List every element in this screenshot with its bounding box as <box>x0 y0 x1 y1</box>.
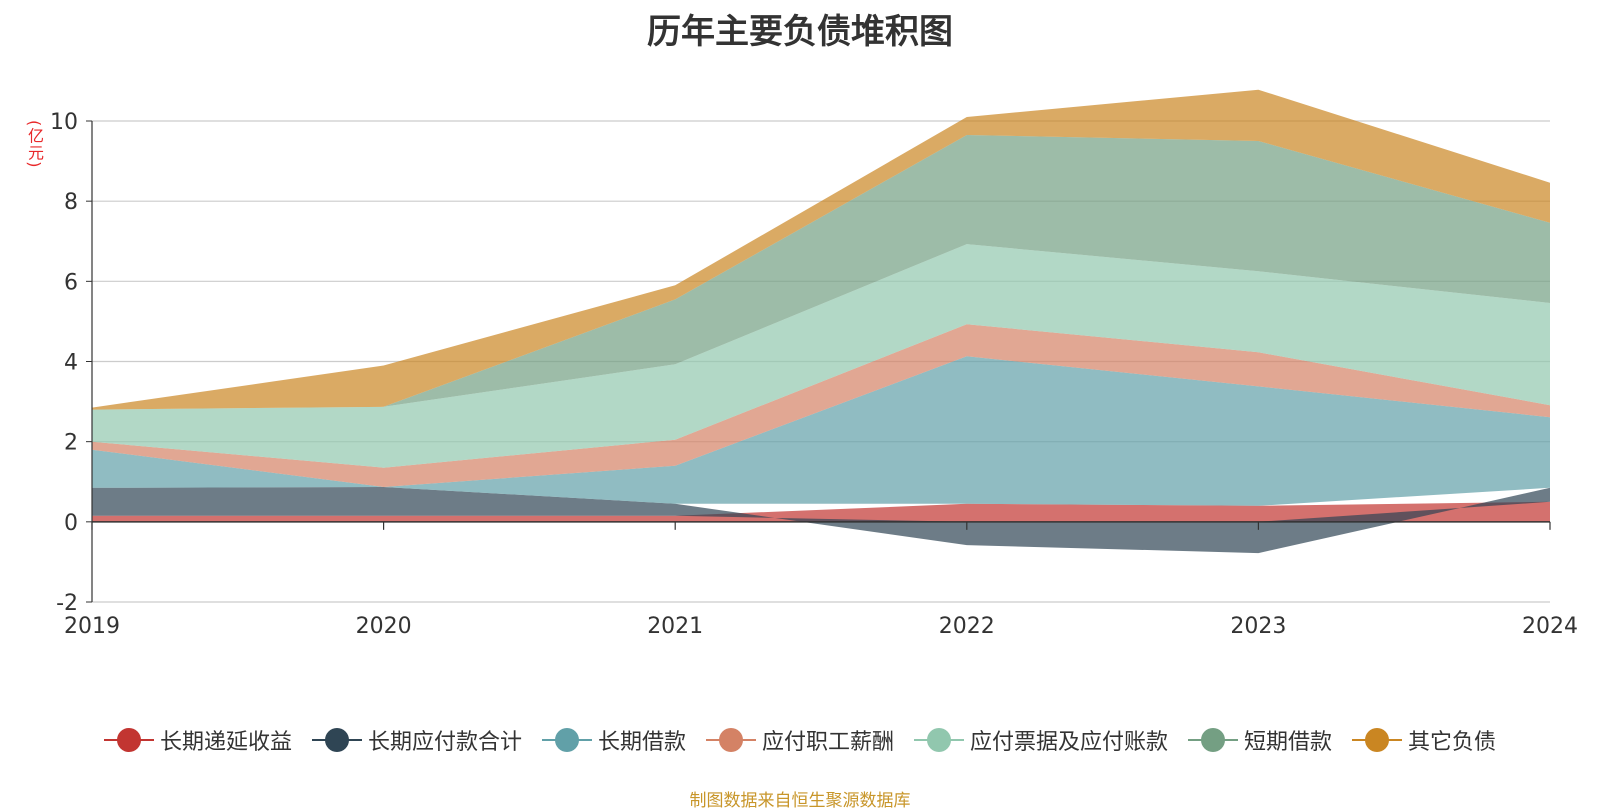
legend-label: 其它负债 <box>1408 730 1497 755</box>
legend-item[interactable]: 长期借款 <box>541 724 686 756</box>
legend: 长期递延收益 长期应付款合计 长期借款 应付职工薪酬 应付票据及应付账款 短期借款 其它负债 <box>0 720 1600 760</box>
legend-label: 长期应付款合计 <box>367 730 522 755</box>
y-tick-label: 8 <box>64 190 78 215</box>
x-tick-label: 2021 <box>647 614 703 639</box>
axes: -2 0 2 4 6 8 10 2019 2020 2021 2022 2023 2024 <box>50 110 1578 639</box>
legend-item[interactable]: 应付职工薪酬 <box>705 724 894 756</box>
legend-item[interactable]: 短期借款 <box>1188 724 1332 756</box>
area-series <box>92 89 1550 554</box>
legend-dot <box>554 728 579 752</box>
area-series-应付职工薪酬 <box>92 324 1550 487</box>
legend-marker-icon <box>311 727 362 753</box>
legend-marker-icon <box>103 727 154 753</box>
legend-dot <box>324 728 349 752</box>
legend-label: 长期借款 <box>597 730 686 755</box>
legend-dot <box>718 728 743 752</box>
legend-dot <box>116 728 141 752</box>
legend-marker-icon <box>914 727 964 753</box>
x-tick-label: 2024 <box>1522 614 1578 639</box>
data-source-note: 制图数据来自恒生聚源数据库 <box>689 791 911 811</box>
chart-title: 历年主要负债堆积图 <box>647 12 953 52</box>
area-series-长期应付款合计 <box>92 487 1550 554</box>
y-tick-label: 0 <box>64 511 78 536</box>
legend-item[interactable]: 长期递延收益 <box>103 724 292 756</box>
legend-dot <box>1365 728 1390 752</box>
y-tick-label: 6 <box>64 270 78 295</box>
legend-marker-icon <box>1188 727 1239 753</box>
x-tick-label: 2023 <box>1230 614 1286 639</box>
legend-item[interactable]: 其它负债 <box>1352 724 1496 756</box>
legend-label: 应付票据及应付账款 <box>970 730 1169 755</box>
legend-item[interactable]: 应付票据及应付账款 <box>914 724 1168 756</box>
legend-label: 短期借款 <box>1244 730 1333 755</box>
y-tick-label: 2 <box>64 431 78 456</box>
x-tick-label: 2019 <box>64 614 120 639</box>
y-axis-unit-label: (亿元) <box>25 120 44 169</box>
legend-item[interactable]: 长期应付款合计 <box>311 724 522 756</box>
x-tick-label: 2020 <box>356 614 412 639</box>
legend-dot <box>927 728 951 752</box>
area-series-长期借款 <box>92 356 1550 506</box>
area-series-长期递延收益 <box>92 501 1550 522</box>
y-tick-label: 10 <box>50 110 78 135</box>
x-tick-label: 2022 <box>939 614 995 639</box>
legend-marker-icon <box>705 727 756 753</box>
y-tick-label: -2 <box>56 591 78 616</box>
area-series-应付票据及应付账款 <box>92 244 1550 468</box>
legend-dot <box>1201 728 1226 752</box>
legend-label: 应付职工薪酬 <box>761 730 894 755</box>
legend-label: 长期递延收益 <box>159 730 292 755</box>
y-tick-label: 4 <box>64 351 78 376</box>
area-series-短期借款 <box>92 135 1550 410</box>
legend-marker-icon <box>1352 727 1403 753</box>
legend-marker-icon <box>541 727 592 753</box>
